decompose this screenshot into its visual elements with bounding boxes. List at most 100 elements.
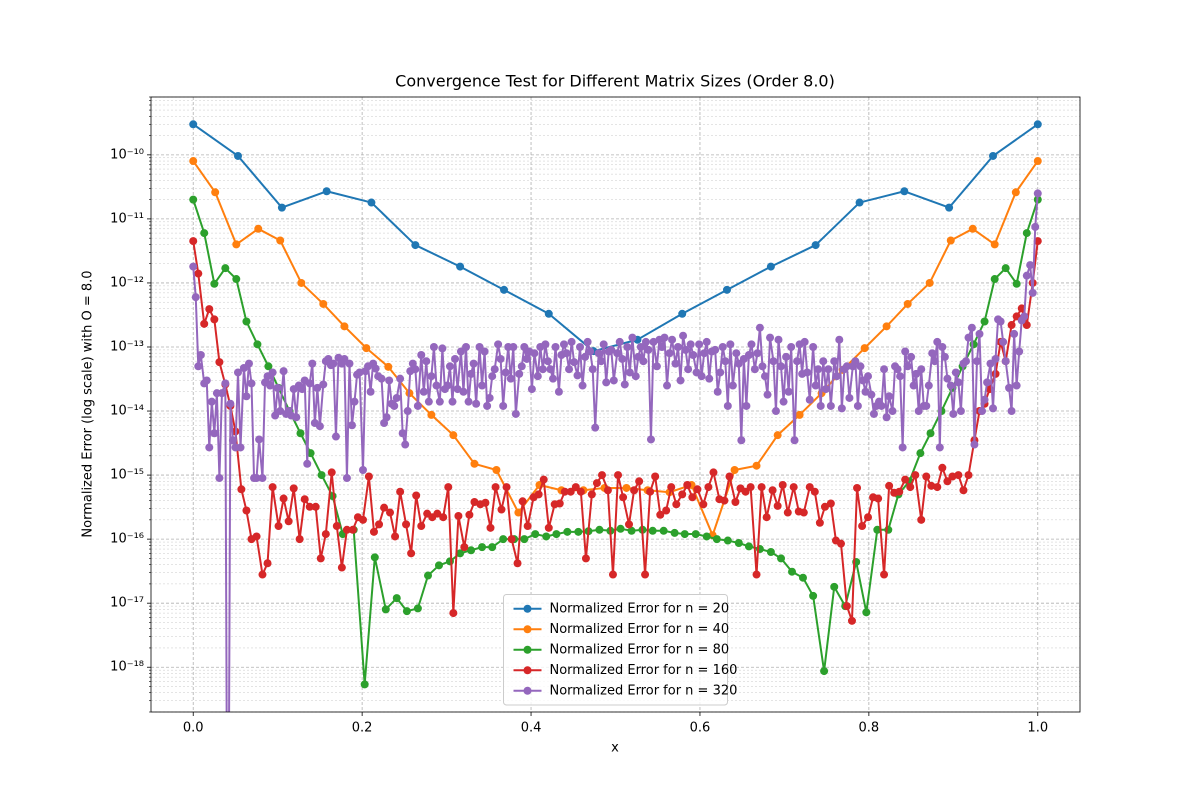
data-point — [1033, 237, 1042, 246]
data-point — [945, 203, 954, 212]
data-point — [777, 362, 786, 371]
data-point — [200, 229, 209, 238]
data-point — [826, 401, 835, 410]
data-point — [485, 393, 494, 402]
data-point — [499, 535, 508, 544]
data-point — [189, 195, 198, 204]
data-point — [1026, 261, 1035, 270]
data-point — [460, 543, 469, 552]
data-point — [680, 530, 689, 539]
data-point — [592, 479, 601, 488]
data-point — [419, 387, 428, 396]
data-point — [538, 365, 547, 374]
data-point — [316, 554, 325, 563]
data-point — [541, 340, 550, 349]
data-point — [630, 486, 639, 495]
data-point — [964, 333, 973, 342]
data-point — [949, 409, 958, 418]
legend-label: Normalized Error for n = 160 — [550, 663, 738, 678]
data-point — [795, 410, 804, 419]
data-point — [924, 381, 933, 390]
data-point — [581, 554, 590, 563]
data-point — [1001, 264, 1010, 273]
data-point — [968, 224, 977, 233]
data-point — [398, 429, 407, 438]
data-point — [189, 157, 198, 166]
data-point — [916, 449, 925, 458]
data-point — [456, 549, 465, 558]
data-point — [417, 522, 426, 531]
legend-label: Normalized Error for n = 40 — [550, 622, 730, 637]
data-point — [375, 520, 384, 529]
data-point — [429, 342, 438, 351]
data-point — [787, 342, 796, 351]
data-point — [928, 349, 937, 358]
data-point — [279, 367, 288, 376]
data-point — [720, 496, 729, 505]
data-point — [914, 407, 923, 416]
data-point — [635, 477, 644, 486]
data-point — [768, 486, 777, 495]
data-point — [194, 269, 203, 278]
data-point — [906, 483, 915, 492]
data-point — [362, 344, 371, 353]
data-point — [263, 559, 272, 568]
x-tick-label: 0.8 — [859, 721, 880, 736]
data-point — [565, 365, 574, 374]
data-point — [684, 365, 693, 374]
data-point — [451, 354, 460, 363]
data-point — [805, 395, 814, 404]
data-point — [402, 607, 411, 616]
data-point — [189, 237, 198, 246]
data-point — [737, 436, 746, 445]
data-point — [233, 368, 242, 377]
data-point — [544, 309, 553, 318]
data-point — [830, 357, 839, 366]
y-tick-label: 10⁻¹⁴ — [110, 404, 144, 419]
data-point — [1007, 321, 1016, 330]
data-point — [391, 532, 400, 541]
data-point — [324, 354, 333, 363]
data-point — [427, 410, 436, 419]
data-point — [609, 376, 618, 385]
data-point — [297, 278, 306, 287]
data-point — [659, 526, 668, 535]
data-point — [305, 502, 314, 511]
data-point — [315, 422, 324, 431]
data-point — [407, 549, 416, 558]
data-point — [816, 401, 825, 410]
y-tick-label: 10⁻¹⁰ — [110, 147, 144, 162]
data-point — [253, 340, 262, 349]
data-point — [790, 436, 799, 445]
data-point — [917, 365, 926, 374]
data-point — [465, 510, 474, 519]
data-point — [788, 567, 797, 576]
data-point — [663, 381, 672, 390]
data-point — [646, 487, 655, 496]
data-point — [364, 472, 373, 481]
data-point — [191, 293, 200, 302]
data-point — [693, 485, 702, 494]
data-point — [766, 262, 775, 271]
data-point — [1022, 271, 1031, 280]
data-point — [411, 365, 420, 374]
data-point — [462, 342, 471, 351]
data-point — [725, 472, 734, 481]
data-point — [616, 524, 625, 533]
data-point — [432, 381, 441, 390]
x-tick-label: 0.0 — [183, 721, 204, 736]
data-point — [773, 501, 782, 510]
data-point — [381, 605, 390, 614]
data-point — [625, 520, 634, 529]
data-point — [268, 368, 277, 377]
data-point — [448, 397, 457, 406]
data-point — [954, 378, 963, 387]
data-point — [311, 502, 320, 511]
legend-swatch-marker — [523, 604, 532, 613]
data-point — [392, 393, 401, 402]
data-point — [614, 471, 623, 480]
data-point — [342, 474, 351, 483]
data-point — [763, 390, 772, 399]
axes-frame — [150, 96, 1081, 713]
data-point — [472, 399, 481, 408]
